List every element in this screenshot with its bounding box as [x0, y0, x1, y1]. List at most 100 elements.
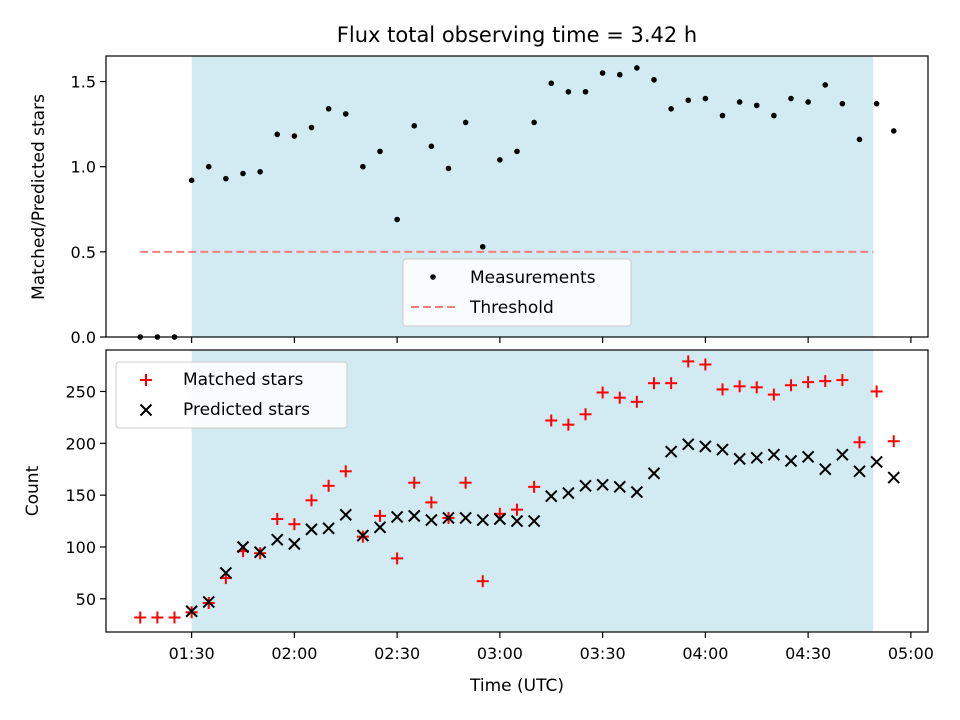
matched-star-point	[374, 509, 386, 522]
measurement-point	[599, 70, 606, 76]
matched-star-point	[528, 480, 541, 493]
predicted-star-point	[322, 522, 335, 535]
predicted-star-point	[870, 455, 883, 469]
legend-matched-plus	[140, 374, 152, 386]
bottom-x-tick-label: 03:00	[477, 644, 523, 663]
bottom-y-tick-label: 150	[65, 486, 96, 505]
matched-star-point	[168, 611, 181, 624]
legend-matched-label: Matched stars	[183, 370, 303, 390]
measurement-point	[445, 165, 452, 172]
matched-star-point	[134, 611, 147, 624]
predicted-star-point	[716, 443, 729, 456]
bottom-y-tick-label: 50	[76, 590, 96, 609]
predicted-star-point	[784, 454, 798, 468]
bottom-x-tick-label: 05:00	[888, 644, 934, 663]
predicted-star-point	[288, 537, 301, 551]
matched-star-point	[767, 388, 780, 401]
matched-star-point	[630, 395, 643, 408]
matched-star-point	[476, 575, 489, 588]
predicted-star-point	[202, 595, 215, 609]
predicted-star-point	[442, 511, 455, 525]
bottom-x-tick-label: 02:30	[374, 644, 420, 663]
matched-star-point	[271, 512, 284, 525]
measurement-point	[736, 99, 743, 105]
matched-star-point	[579, 408, 592, 421]
matched-star-point	[733, 380, 746, 393]
measurement-point	[291, 133, 298, 139]
predicted-star-point	[699, 440, 712, 453]
top-y-tick-label: 0.0	[71, 328, 96, 347]
figure-title: Flux total observing time = 3.42 h	[337, 23, 697, 47]
predicted-star-point	[562, 486, 575, 500]
legend-predicted-marker	[139, 403, 153, 417]
measurement-point	[771, 112, 777, 119]
measurement-point	[325, 105, 332, 112]
measurement-point	[856, 136, 863, 143]
predicted-star-point	[545, 489, 558, 503]
matched-star-point	[151, 611, 164, 624]
measurement-point	[753, 102, 760, 109]
predicted-star-point	[836, 448, 849, 461]
measurement-point	[531, 119, 537, 126]
measurement-point	[788, 95, 794, 102]
measurement-point	[342, 111, 349, 117]
bottom-legend: Matched stars Predicted stars	[115, 361, 348, 429]
measurement-point	[702, 95, 709, 102]
top-legend: Measurements Threshold	[402, 258, 632, 327]
measurement-point	[514, 148, 520, 155]
measurement-point	[274, 131, 281, 138]
measurement-point	[839, 100, 846, 107]
top-y-axis-label: Matched/Predicted stars	[29, 94, 49, 300]
matched-star-point	[339, 465, 352, 478]
matched-star-point	[511, 503, 523, 516]
x-axis-label: Time (UTC)	[469, 676, 564, 696]
legend-threshold-label: Threshold	[469, 298, 554, 318]
legend-predicted-cross	[139, 403, 153, 417]
matched-star-point	[288, 518, 301, 531]
predicted-star-point	[647, 467, 661, 480]
legend-predicted-label: Predicted stars	[183, 400, 310, 420]
matched-star-point	[887, 435, 900, 448]
matched-star-point	[613, 391, 626, 404]
matched-star-point	[716, 383, 729, 396]
top-y-tick-label: 1.0	[71, 158, 96, 177]
measurement-point	[205, 163, 212, 170]
matched-star-point	[665, 377, 678, 390]
predicted-star-point	[527, 514, 541, 528]
top-panel: 0.0 0.5 1.0 1.5 Matched/Predicted stars Mea…	[29, 55, 929, 347]
predicted-star-point	[253, 545, 267, 559]
top-y-tick-label: 0.5	[71, 243, 96, 262]
matched-star-point	[459, 476, 472, 489]
predicted-star-point	[750, 451, 763, 465]
matched-star-point	[750, 381, 763, 394]
matched-star-point	[562, 418, 575, 431]
predicted-star-point	[339, 508, 352, 522]
measurement-point	[479, 243, 486, 250]
predicted-star-point	[271, 533, 284, 546]
legend-measurement-marker	[430, 274, 436, 280]
matched-star-point	[699, 358, 712, 371]
predicted-star-point	[733, 452, 746, 466]
matched-star-point	[408, 476, 421, 489]
top-legend-box	[402, 258, 632, 327]
predicted-star-point	[236, 540, 250, 554]
bottom-y-ticks: 50 100 150 200 250	[65, 382, 106, 609]
predicted-star-point	[476, 513, 489, 527]
measurement-point	[188, 177, 195, 184]
bottom-axes-frame	[105, 349, 929, 633]
predicted-star-point	[459, 511, 472, 525]
bottom-y-tick-label: 100	[65, 538, 96, 557]
matched-star-point	[682, 355, 695, 368]
matched-star-point	[596, 386, 609, 399]
bottom-y-tick-label: 200	[65, 434, 96, 453]
top-y-ticks: 0.0 0.5 1.0 1.5	[71, 73, 106, 347]
matched-star-point	[545, 414, 558, 427]
top-x-ticks	[191, 337, 912, 343]
measurement-point	[548, 80, 555, 87]
matched-star-point	[322, 479, 335, 492]
predicted-star-point	[853, 465, 866, 478]
predicted-star-point	[767, 448, 781, 461]
measurement-point	[360, 163, 366, 170]
top-y-tick-label: 1.5	[71, 73, 96, 92]
measurement-point	[462, 119, 469, 126]
